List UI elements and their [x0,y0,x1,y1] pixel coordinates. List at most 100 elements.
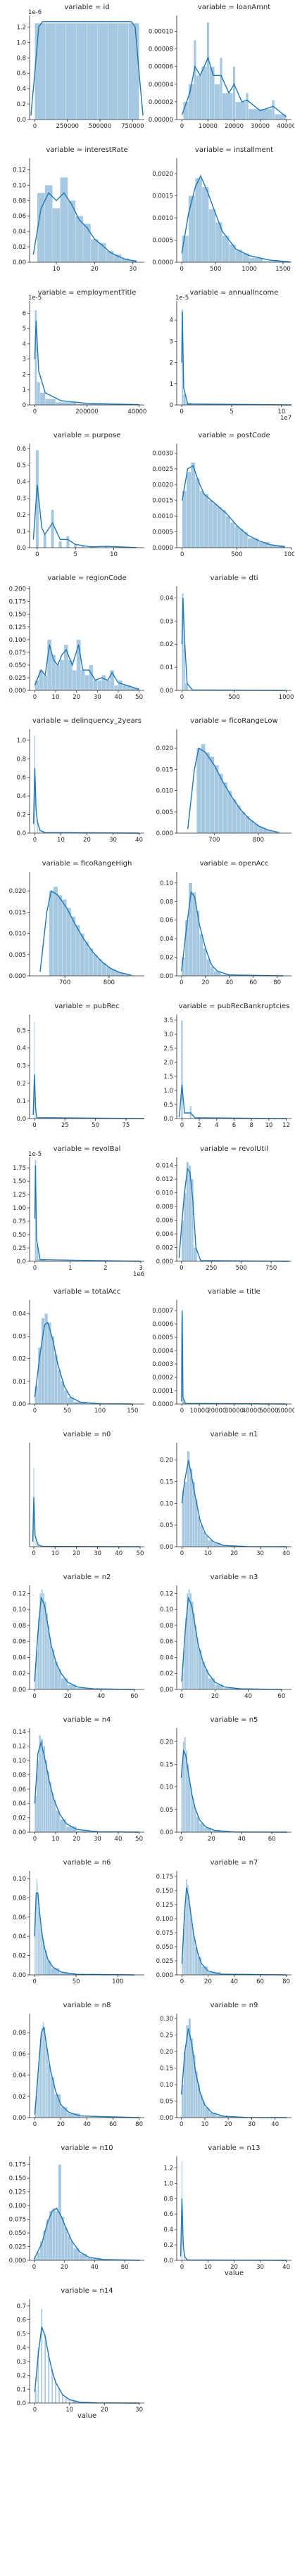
facet-title: variable = delinquency_2years [32,717,142,725]
x-tick-label: 0 [180,1836,183,1843]
histogram-bars [181,1589,282,1690]
x-tick-label: 1000 [284,551,294,558]
histogram-bar [196,748,201,834]
y-tick-label: 0.5 [16,1028,26,1035]
kde-line [32,484,137,548]
histogram-bar [203,494,209,548]
x-tick-label: 0 [180,694,184,701]
y-tick-label: 0.006 [156,1218,173,1225]
y-tick-label: 0.125 [9,2189,26,2196]
histogram-bar [201,744,206,834]
histogram-bar [232,799,237,834]
x-tick-label: 0 [33,694,37,701]
y-tick-label: 0.6 [163,2211,173,2218]
y-tick-label: 0.2 [16,1081,26,1088]
histogram-bars [182,1879,280,1976]
y-tick-label: 0.08 [13,2030,26,2037]
x-tick-label: 1 [68,1265,72,1272]
histogram-bar [222,236,230,263]
y-tick-label: 0.005 [156,809,173,816]
kde-line [32,768,139,834]
y-tick-label: 0.4 [16,479,26,486]
histogram-bars [182,593,287,691]
y-tick-label: 0.00004 [149,82,173,89]
histogram-bar [97,680,102,691]
y-tick-label: 0.08 [160,899,173,906]
y-tick-label: 0.175 [9,599,26,606]
x-tick-label: 1000 [279,694,294,701]
y-offset-label: 1e-5 [175,295,189,302]
x-tick-label: 40 [225,979,233,986]
x-tick-label: 30 [129,266,137,273]
histogram-bars [34,1735,135,1833]
y-tick-label: 0.010 [156,788,173,795]
x-tick-label: 800 [253,837,264,844]
x-tick-label: 40000 [277,123,294,130]
histogram-bar [72,669,77,691]
y-tick-label: 0.150 [9,612,26,619]
x-tick-label: 1000 [241,266,257,273]
x-tick-label: 30 [94,1550,101,1557]
y-tick-label: 1.0 [163,2180,173,2187]
facet-title: variable = n5 [211,1716,258,1724]
x-tick-label: 0 [180,2121,183,2128]
y-tick-label: 1.0 [163,1088,173,1095]
histogram-bar [93,954,98,977]
facet-panel: variable = openAcc 0.00 0.02 0.04 0.06 0.08 0.… [160,860,291,986]
kde-line [34,644,139,690]
histogram-bar [76,22,87,120]
y-tick-label: 0.8 [16,756,26,763]
y-tick-label: 0.015 [9,909,26,916]
y-tick-label: 0.075 [9,650,26,657]
y-tick-label: 0.02 [13,2094,26,2101]
x-tick-label: 5 [230,408,233,416]
y-tick-label: 0.3 [16,2359,26,2366]
facet-panel: variable = loanAmnt 0.00000 0.00002 0.00004… [149,4,294,130]
y-tick-label: 0.000 [9,688,26,695]
y-tick-label: 1 [170,381,173,388]
facet-title: variable = n6 [63,1859,111,1867]
y-tick-label: 0.2 [16,512,26,519]
kde-line [34,1597,134,1690]
y-tick-label: 0.04 [13,1801,26,1808]
y-tick-label: 0.175 [156,1874,173,1881]
kde-line [33,2208,140,2261]
histogram-bar [181,1019,183,1119]
facet-panel: variable = n2 0.00 0.02 0.04 0.06 0.08 0.10 0.1… [13,1573,144,1700]
x-tick-label: 0 [180,1122,184,1129]
y-tick-label: 0.05 [160,1807,173,1814]
x-tick-label: 10 [201,2121,209,2128]
histogram-bar [97,22,108,120]
x-tick-label: 400000 [127,408,147,416]
y-tick-label: 0.00 [160,1829,173,1836]
kde-line [32,1497,141,1547]
y-tick-label: 0.150 [9,2175,26,2182]
facet-panel: variable = n6 0.00 0.02 0.04 0.06 0.08 0.10 0 50… [13,1859,144,1985]
y-tick-label: 3.0 [163,1031,173,1038]
kde-line [181,891,284,977]
y-tick-label: 0.06 [160,1639,173,1646]
y-tick-label: 0.6 [16,775,26,782]
y-tick-label: 0.02 [13,244,26,251]
histogram-bar [193,1938,196,1976]
histogram-bar [189,1105,192,1119]
facet-panel: variable = regionCode 0.000 0.025 0.050 0.07… [9,574,144,701]
facet-title: variable = n10 [61,2144,113,2152]
kde-line [187,747,279,833]
histogram-bar [206,22,210,120]
kde-line [34,321,139,406]
y-tick-label: 0.03 [13,1333,26,1340]
x-tick-label: 20 [83,837,91,844]
histogram-bar [46,2048,49,2118]
histogram-bar [235,101,246,120]
x-tick-label: 40 [282,2264,290,2271]
y-tick-label: 1.0 [16,738,26,745]
y-tick-label: 0.0 [16,1116,26,1123]
y-tick-label: 0.00 [13,1401,26,1408]
facet-panel: variable = n4 0.00 0.02 0.04 0.06 0.08 0.10 0.1… [13,1716,144,1843]
x-tick-label: 50 [73,1978,80,1985]
facet-panel: variable = n8 0.00 0.02 0.04 0.06 0.08 0 20 40 60… [13,2002,144,2128]
y-tick-label: 1.00 [13,1205,26,1212]
y-tick-label: 0.0030 [152,450,173,457]
histogram-bars [196,744,281,834]
